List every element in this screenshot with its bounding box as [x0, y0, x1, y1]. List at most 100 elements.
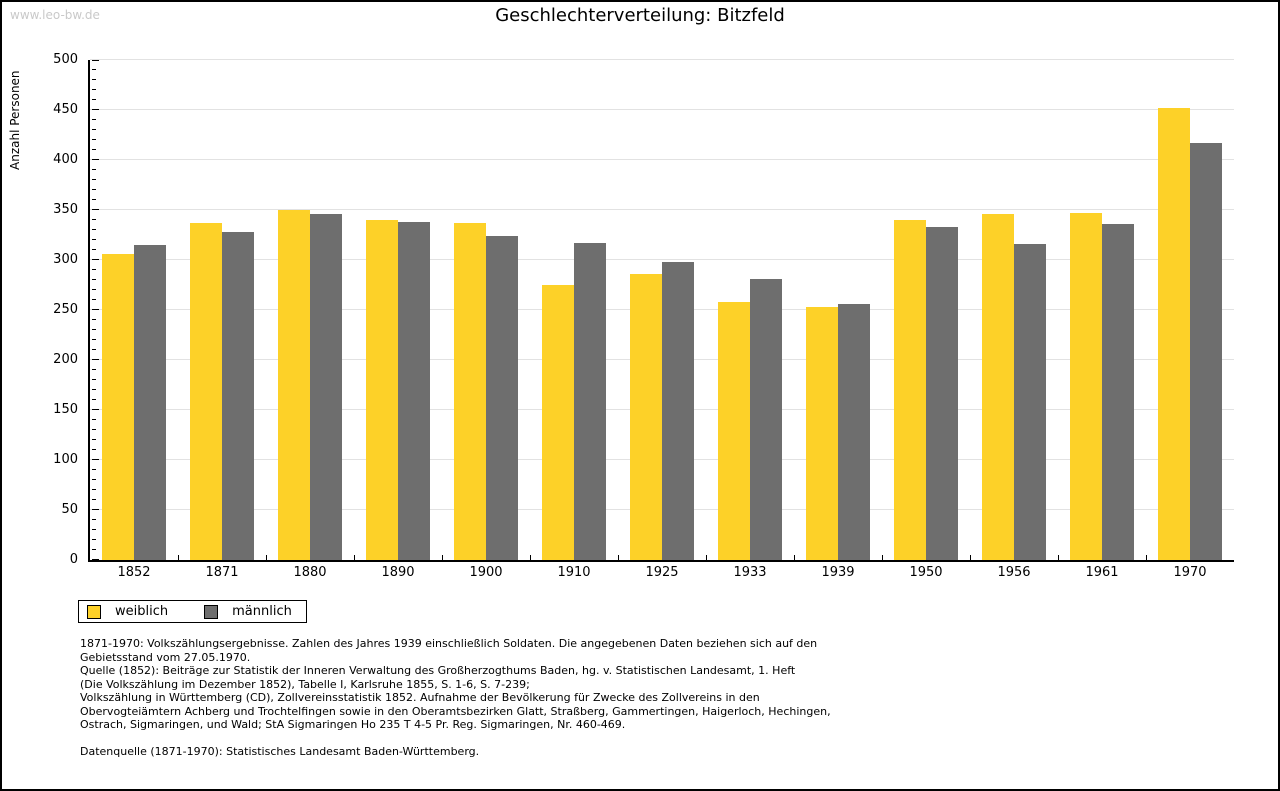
footnote-line-8: Datenquelle (1871-1970): Statistisches L…	[80, 745, 480, 758]
y-tick-360	[92, 199, 96, 200]
x-tick-5	[618, 555, 619, 560]
y-tick-70	[92, 489, 96, 490]
bar-weiblich-1956	[982, 214, 1014, 560]
x-tick-0	[178, 555, 179, 560]
x-tick-label-1890: 1890	[381, 565, 415, 580]
y-tick-label-100: 100	[53, 452, 78, 467]
bar-group-1956	[970, 60, 1058, 560]
bar-weiblich-1880	[278, 210, 310, 560]
y-tick-30	[92, 529, 96, 530]
y-tick-label-150: 150	[53, 402, 78, 417]
x-tick-10	[1058, 555, 1059, 560]
bar-männlich-1961	[1102, 224, 1134, 560]
y-tick-160	[92, 399, 96, 400]
y-tick-450	[92, 109, 99, 110]
y-tick-430	[92, 129, 96, 130]
bar-group-1852	[90, 60, 178, 560]
y-tick-100	[92, 459, 99, 460]
y-tick-260	[92, 299, 96, 300]
footnotes: 1871-1970: Volkszählungsergebnisse. Zahl…	[80, 637, 940, 759]
y-tick-label-350: 350	[53, 202, 78, 217]
bar-weiblich-1970	[1158, 108, 1190, 560]
x-tick-6	[706, 555, 707, 560]
gridline-400	[90, 159, 1234, 160]
x-tick-9	[970, 555, 971, 560]
y-tick-label-300: 300	[53, 252, 78, 267]
gridline-450	[90, 109, 1234, 110]
x-tick-4	[530, 555, 531, 560]
footnote-line-4: Volkszählung in Württemberg (CD), Zollve…	[80, 691, 760, 704]
y-tick-60	[92, 499, 96, 500]
y-tick-400	[92, 159, 99, 160]
y-axis-line	[88, 60, 90, 560]
bar-weiblich-1933	[718, 302, 750, 560]
footnote-line-5: Obervogteiämtern Achberg und Trochtelfin…	[80, 704, 831, 718]
bar-weiblich-1950	[894, 220, 926, 560]
bar-weiblich-1925	[630, 274, 662, 560]
y-tick-90	[92, 469, 96, 470]
y-tick-label-450: 450	[53, 102, 78, 117]
bar-weiblich-1890	[366, 220, 398, 560]
y-tick-20	[92, 539, 96, 540]
y-tick-300	[92, 259, 99, 260]
chart-title: Geschlechterverteilung: Bitzfeld	[495, 5, 785, 26]
x-tick-label-1970: 1970	[1173, 565, 1207, 580]
y-tick-480	[92, 79, 96, 80]
y-tick-200	[92, 359, 99, 360]
y-tick-350	[92, 209, 99, 210]
legend-swatch-maennlich	[204, 604, 219, 619]
x-tick-labels: 1852 1871 1880 1890 1900 1910 1925 1933 1939 1950…	[90, 565, 1234, 580]
bar-männlich-1956	[1014, 244, 1046, 560]
legend-swatch-weiblich	[87, 604, 101, 619]
y-tick-label-250: 250	[53, 302, 78, 317]
bar-männlich-1871	[222, 232, 254, 560]
x-tick-3	[442, 555, 443, 560]
bar-weiblich-1900	[454, 223, 486, 560]
bar-group-1950	[882, 60, 970, 560]
bar-männlich-1970	[1190, 143, 1222, 560]
y-tick-420	[92, 139, 96, 140]
gridline-500	[90, 59, 1234, 60]
x-axis-line	[88, 560, 1234, 562]
bar-männlich-1910	[574, 243, 606, 560]
x-tick-label-1939: 1939	[821, 565, 855, 580]
x-tick-label-1900: 1900	[469, 565, 503, 580]
y-tick-110	[92, 449, 96, 450]
y-tick-390	[92, 169, 96, 170]
x-tick-label-1852: 1852	[117, 565, 151, 580]
x-tick-7	[794, 555, 795, 560]
y-tick-0	[92, 559, 99, 560]
bar-group-1961	[1058, 60, 1146, 560]
x-tick-1	[266, 555, 267, 560]
bar-group-1890	[354, 60, 442, 560]
bar-männlich-1890	[398, 222, 430, 560]
x-tick-label-1956: 1956	[997, 565, 1031, 580]
x-tick-label-1925: 1925	[645, 565, 679, 580]
y-tick-290	[92, 269, 96, 270]
bar-group-1970	[1146, 60, 1234, 560]
x-tick-label-1880: 1880	[293, 565, 327, 580]
bar-group-1900	[442, 60, 530, 560]
x-tick-11	[1146, 555, 1147, 560]
y-tick-210	[92, 349, 96, 350]
watermark: www.leo-bw.de	[10, 8, 100, 22]
x-tick-label-1961: 1961	[1085, 565, 1119, 580]
y-tick-490	[92, 69, 96, 70]
y-tick-240	[92, 319, 96, 320]
y-tick-50	[92, 509, 99, 510]
y-tick-140	[92, 419, 96, 420]
bar-männlich-1950	[926, 227, 958, 560]
y-tick-310	[92, 249, 96, 250]
bar-group-1939	[794, 60, 882, 560]
bar-group-1910	[530, 60, 618, 560]
legend-item-maennlich: männlich	[204, 604, 292, 619]
gridline-300	[90, 259, 1234, 260]
gridline-350	[90, 209, 1234, 210]
legend-label-weiblich: weiblich	[115, 604, 169, 619]
footnote-line-0: 1871-1970: Volkszählungsergebnisse. Zahl…	[80, 637, 818, 650]
y-tick-370	[92, 189, 96, 190]
y-tick-340	[92, 219, 96, 220]
y-tick-270	[92, 289, 96, 290]
y-tick-380	[92, 179, 96, 180]
y-tick-250	[92, 309, 99, 310]
